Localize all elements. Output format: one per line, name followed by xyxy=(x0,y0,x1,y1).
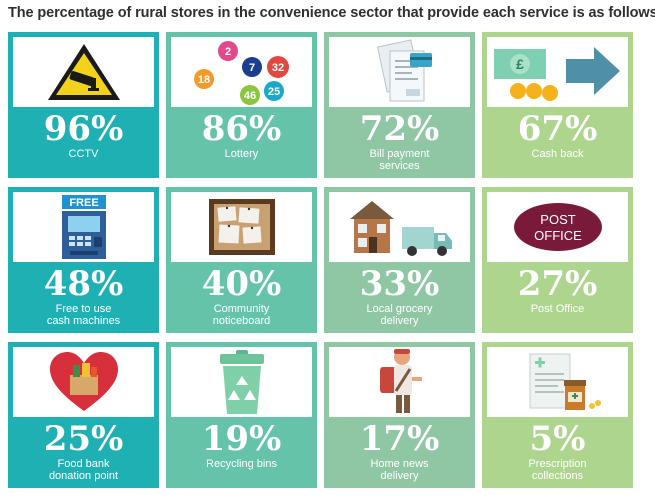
lottery-ball-number: 25 xyxy=(267,86,279,98)
service-card-lottery: 2 7 32 18 46 25 86% Lottery xyxy=(166,32,317,178)
service-label: Bill payment services xyxy=(369,148,430,172)
cash-machine-icon: FREE xyxy=(61,195,106,259)
card-image: FREE xyxy=(13,192,154,262)
bill-payment-icon xyxy=(376,39,432,102)
service-label: Recycling bins xyxy=(206,458,277,470)
service-card-cash-back: £ 67% Cash back xyxy=(482,32,633,178)
service-label: Free to use cash machines xyxy=(46,303,121,327)
card-image xyxy=(13,37,154,107)
lottery-ball-number: 18 xyxy=(197,74,209,86)
lottery-ball-number: 7 xyxy=(248,62,254,74)
post-office-sign: POST xyxy=(540,212,575,227)
recycling-bin-icon xyxy=(219,350,264,414)
service-label: Prescription collections xyxy=(528,458,587,482)
service-card-bill-payment: 72% Bill payment services xyxy=(324,32,475,178)
card-image xyxy=(329,37,470,107)
service-label: Lottery xyxy=(224,148,259,160)
service-card-food-bank: 25% Food bank donation point xyxy=(8,342,159,488)
service-card-prescription: 5% Prescription collections xyxy=(482,342,633,488)
service-percent: 27% xyxy=(517,264,598,304)
card-image xyxy=(487,347,628,417)
service-percent: 67% xyxy=(517,109,598,149)
prescription-icon xyxy=(529,353,601,410)
card-image xyxy=(171,192,312,262)
service-label: Food bank donation point xyxy=(48,458,119,482)
service-percent: 33% xyxy=(359,264,440,304)
post-office-sign: OFFICE xyxy=(534,228,582,243)
service-label: Community noticeboard xyxy=(212,303,271,327)
service-label: Post Office xyxy=(530,303,585,315)
service-label: Cash back xyxy=(531,148,584,160)
service-percent: 96% xyxy=(43,109,124,149)
service-card-recycling: 19% Recycling bins xyxy=(166,342,317,488)
service-card-post-office: POST OFFICE 27% Post Office xyxy=(482,187,633,333)
cash-back-icon: £ xyxy=(493,47,620,101)
free-sign: FREE xyxy=(69,197,98,209)
service-label: Local grocery delivery xyxy=(366,303,433,327)
service-card-news-delivery: 17% Home news delivery xyxy=(324,342,475,488)
delivery-van-icon xyxy=(349,201,452,256)
service-card-grocery-delivery: 33% Local grocery delivery xyxy=(324,187,475,333)
service-percent: 48% xyxy=(43,264,124,304)
service-label: CCTV xyxy=(68,148,99,160)
service-percent: 5% xyxy=(529,419,586,459)
service-card-cash-machines: FREE 48% Free to use cash machines xyxy=(8,187,159,333)
lottery-balls-icon: 2 7 32 18 46 25 xyxy=(193,41,289,105)
post-office-icon: POST OFFICE xyxy=(513,203,602,251)
noticeboard-icon xyxy=(208,199,275,255)
services-grid: 96% CCTV 2 7 32 18 46 25 86% Lottery xyxy=(8,32,633,488)
page-title: The percentage of rural stores in the co… xyxy=(8,5,655,21)
card-image: £ xyxy=(487,37,628,107)
card-image xyxy=(329,347,470,417)
service-percent: 72% xyxy=(359,109,440,149)
cctv-warning-icon xyxy=(47,44,120,100)
food-bank-heart-icon xyxy=(49,352,118,411)
card-image xyxy=(329,192,470,262)
card-image xyxy=(13,347,154,417)
service-card-cctv: 96% CCTV xyxy=(8,32,159,178)
card-image: 2 7 32 18 46 25 xyxy=(171,37,312,107)
lottery-ball-number: 2 xyxy=(224,46,230,58)
service-percent: 86% xyxy=(201,109,282,149)
service-card-noticeboard: 40% Community noticeboard xyxy=(166,187,317,333)
lottery-ball-number: 46 xyxy=(243,90,255,102)
service-percent: 19% xyxy=(201,419,282,459)
service-percent: 40% xyxy=(201,264,282,304)
newspaper-delivery-icon xyxy=(379,349,422,413)
service-percent: 25% xyxy=(43,419,124,459)
pound-symbol: £ xyxy=(516,56,524,72)
card-image: POST OFFICE xyxy=(487,192,628,262)
card-image xyxy=(171,347,312,417)
service-label: Home news delivery xyxy=(370,458,429,482)
service-percent: 17% xyxy=(359,419,440,459)
lottery-ball-number: 32 xyxy=(271,62,283,74)
